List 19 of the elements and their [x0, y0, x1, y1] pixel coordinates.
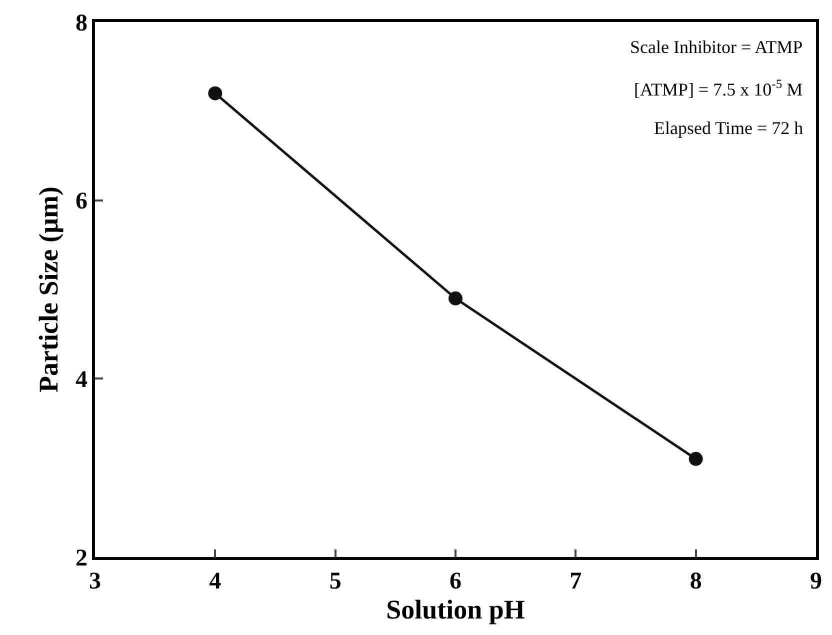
x-tick-label: 8 [690, 568, 702, 595]
annotation: Elapsed Time = 72 h [654, 118, 804, 138]
x-tick-label: 4 [209, 568, 222, 595]
annotation: Scale Inhibitor = ATMP [630, 37, 803, 57]
x-tick-label: 7 [570, 568, 582, 595]
x-tick-label: 9 [810, 568, 822, 595]
y-tick-label: 2 [75, 545, 88, 572]
point [208, 86, 222, 100]
y-tick-label: 6 [75, 188, 88, 215]
x-tick-label: 3 [89, 568, 101, 595]
y-tick-label: 8 [75, 10, 88, 36]
x-axis-title: Solution pH [386, 594, 525, 625]
y-axis-title: Particle Size (µm) [34, 186, 64, 392]
point [448, 291, 462, 306]
point [688, 452, 703, 466]
y-tick-label: 4 [75, 367, 88, 394]
x-tick-label: 6 [450, 568, 462, 595]
x-tick-label: 5 [329, 568, 342, 595]
annotation: [ATMP] = 7.5 x 10$^{-5}$ M [634, 77, 803, 100]
